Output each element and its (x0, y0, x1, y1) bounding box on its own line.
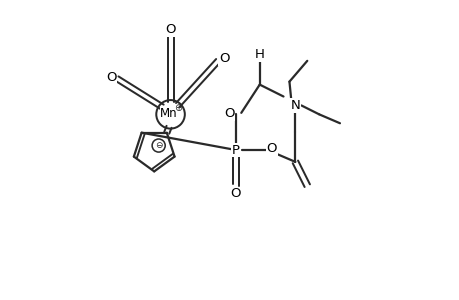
Text: O: O (224, 107, 234, 120)
Text: P: P (231, 143, 240, 157)
Text: O: O (106, 71, 116, 84)
Text: O: O (218, 52, 229, 65)
Text: O: O (165, 23, 175, 36)
Text: O: O (230, 188, 241, 200)
Text: O: O (266, 142, 276, 155)
Text: =: = (309, 181, 319, 194)
Text: ⊕: ⊕ (173, 103, 181, 113)
Text: Mn: Mn (160, 107, 178, 120)
Text: H: H (254, 48, 264, 62)
Text: N: N (290, 99, 300, 112)
Text: ⊖: ⊖ (155, 141, 162, 150)
